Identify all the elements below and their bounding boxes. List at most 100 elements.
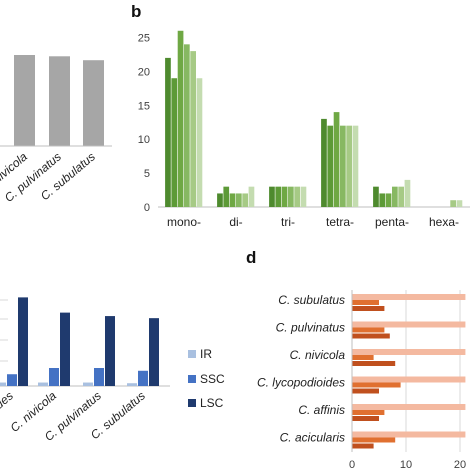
panel-c-bar bbox=[138, 370, 148, 386]
panel-b-bar bbox=[196, 78, 203, 207]
panel-b-letter: b bbox=[131, 2, 141, 21]
panel-d-category-label: C. affinis bbox=[298, 403, 345, 417]
panel-b-category-label: hexa- bbox=[429, 215, 459, 229]
panel-d-bar bbox=[352, 306, 385, 311]
panel-d-bar bbox=[352, 416, 379, 421]
panel-a-bar bbox=[14, 55, 35, 146]
panel-c-bar bbox=[7, 374, 17, 386]
panel-b-bar bbox=[321, 118, 327, 207]
panel-b-bar bbox=[398, 186, 404, 207]
panel-c-legend-swatch bbox=[188, 399, 196, 407]
panel-d-bar bbox=[352, 349, 466, 355]
panel-b-bar bbox=[184, 44, 190, 208]
panel-b-bar bbox=[288, 186, 294, 207]
panel-b-bar bbox=[294, 186, 300, 207]
panel-d-category-label: C. subulatus bbox=[278, 293, 345, 307]
panel-b-bar bbox=[450, 200, 456, 207]
panel-d-bar bbox=[352, 404, 466, 410]
panel-b-category-label: mono- bbox=[167, 215, 201, 229]
panel-c-bar bbox=[18, 297, 28, 386]
panel-c-legend-label: LSC bbox=[200, 396, 224, 410]
panel-d-bar bbox=[352, 327, 385, 333]
panel-b-bar bbox=[223, 186, 230, 207]
panel-c-bar bbox=[149, 318, 159, 386]
panel-b-bar bbox=[404, 179, 411, 207]
panel-b-bar bbox=[379, 193, 386, 207]
panel-b-y-tick-label: 20 bbox=[138, 66, 150, 78]
panel-d-bar bbox=[352, 382, 401, 388]
panel-c-legend-label: SSC bbox=[200, 372, 225, 386]
panel-b-bar bbox=[242, 193, 248, 207]
panel-c-bar bbox=[127, 383, 137, 386]
panel-c-category-label: ...ues bbox=[0, 389, 16, 419]
panel-b-bar bbox=[392, 186, 398, 207]
panel-b-bar bbox=[171, 78, 178, 207]
panel-b-bar bbox=[177, 30, 184, 208]
panel-d-letter: d bbox=[246, 248, 256, 267]
panel-b-bar bbox=[275, 186, 282, 207]
panel-b-category-label: tri- bbox=[281, 215, 295, 229]
panel-c-legend-swatch bbox=[188, 375, 196, 383]
panel-d-bar bbox=[352, 355, 374, 360]
panel-b-bar bbox=[352, 125, 359, 207]
panel-c-legend-label: IR bbox=[200, 347, 212, 361]
panel-d-category-label: C. acicularis bbox=[280, 431, 345, 445]
panel-b-category-label: penta- bbox=[375, 215, 409, 229]
panel-d-bar bbox=[352, 361, 396, 366]
panel-c-bar bbox=[38, 382, 48, 386]
panel-b-bar bbox=[248, 186, 255, 207]
panel-d-category-label: C. pulvinatus bbox=[276, 321, 345, 335]
panel-b-bar bbox=[346, 125, 352, 207]
panel-c-bar bbox=[94, 368, 104, 386]
panel-b-category-label: di- bbox=[229, 215, 242, 229]
panel-b-category-label: tetra- bbox=[326, 215, 354, 229]
panel-b-bar bbox=[300, 186, 307, 207]
panel-d-bar-chart: d 0 10 20 C. subulatus C. pulvinatus C. nivic… bbox=[246, 248, 466, 471]
panel-b-bar bbox=[281, 186, 288, 207]
panel-b-y-tick-label: 0 bbox=[144, 202, 150, 214]
panel-b-bar bbox=[456, 200, 463, 207]
panel-c-bar bbox=[60, 312, 70, 386]
panel-b-y-tick-label: 5 bbox=[144, 168, 150, 180]
panel-d-x-tick-label: 0 bbox=[349, 459, 355, 471]
panel-b-bar-chart: b 0 5 10 15 20 25 mono-di-tri-tetra-penta-hexa… bbox=[131, 2, 470, 229]
panel-d-bar bbox=[352, 431, 466, 438]
panel-b-bar bbox=[229, 193, 236, 207]
panel-b-bar bbox=[269, 186, 275, 207]
panel-b-bar bbox=[340, 125, 346, 207]
panel-c-bar bbox=[0, 382, 6, 386]
panel-d-bar bbox=[352, 410, 385, 415]
panel-b-bar bbox=[333, 112, 340, 207]
panel-b-y-tick-label: 15 bbox=[138, 100, 150, 112]
panel-d-x-tick-label: 10 bbox=[400, 459, 412, 471]
panel-c-legend-swatch bbox=[188, 350, 196, 358]
panel-b-y-tick-label: 10 bbox=[138, 134, 150, 146]
panel-b-bar bbox=[165, 57, 171, 208]
panel-b-bar bbox=[385, 193, 392, 207]
panel-a-bar bbox=[83, 60, 104, 147]
panel-b-bar bbox=[190, 51, 196, 207]
panel-b-y-tick-label: 25 bbox=[138, 33, 150, 45]
panel-a-bar bbox=[49, 56, 70, 146]
panel-d-bar bbox=[352, 294, 466, 300]
panel-d-bar bbox=[352, 437, 396, 443]
panel-b-bar bbox=[236, 193, 242, 207]
panel-d-bar bbox=[352, 300, 379, 305]
panel-d-bar bbox=[352, 376, 466, 383]
panel-d-bar bbox=[352, 443, 374, 449]
panel-d-bar bbox=[352, 321, 466, 328]
panel-b-bar bbox=[327, 125, 334, 207]
panel-d-bar bbox=[352, 388, 379, 394]
panel-b-bar bbox=[373, 186, 379, 207]
panel-d-x-tick-label: 20 bbox=[454, 459, 466, 471]
panel-d-bar bbox=[352, 333, 390, 339]
panel-b-bar bbox=[217, 193, 223, 207]
panel-d-category-label: C. lycopodioides bbox=[257, 376, 345, 390]
panel-c-bar bbox=[49, 368, 59, 386]
panel-c-bar bbox=[105, 316, 115, 386]
panel-c-bar bbox=[83, 382, 93, 386]
panel-d-category-label: C. nivicola bbox=[290, 348, 346, 362]
